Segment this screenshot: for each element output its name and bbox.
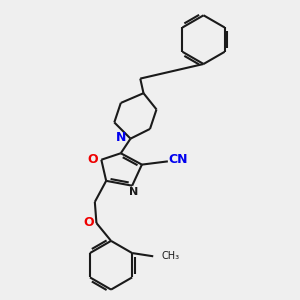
- Text: N: N: [116, 131, 127, 145]
- Text: O: O: [83, 216, 94, 229]
- Text: CH₃: CH₃: [161, 251, 179, 261]
- Text: CN: CN: [169, 153, 188, 166]
- Text: O: O: [87, 153, 98, 166]
- Text: N: N: [129, 187, 138, 196]
